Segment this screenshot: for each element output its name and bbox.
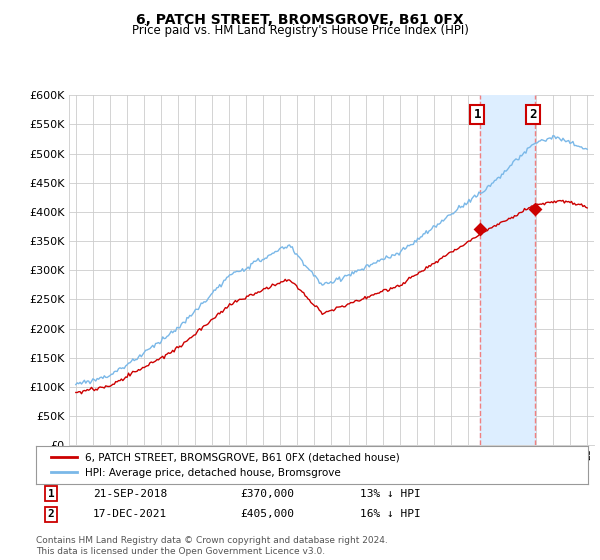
Legend: 6, PATCH STREET, BROMSGROVE, B61 0FX (detached house), HPI: Average price, detac: 6, PATCH STREET, BROMSGROVE, B61 0FX (de… (47, 449, 404, 482)
Text: 2: 2 (529, 108, 536, 121)
Text: 21-SEP-2018: 21-SEP-2018 (93, 489, 167, 499)
Text: 2: 2 (47, 509, 55, 519)
Bar (480, 95, 535, 445)
Point (530, 204, 540, 213)
Text: 1: 1 (473, 108, 481, 121)
Text: £405,000: £405,000 (240, 509, 294, 519)
Text: Contains HM Land Registry data © Crown copyright and database right 2024.
This d: Contains HM Land Registry data © Crown c… (36, 536, 388, 556)
Text: £370,000: £370,000 (240, 489, 294, 499)
Text: 1: 1 (47, 489, 55, 499)
Text: 13% ↓ HPI: 13% ↓ HPI (360, 489, 421, 499)
Text: 17-DEC-2021: 17-DEC-2021 (93, 509, 167, 519)
Point (475, 225, 485, 234)
Text: 16% ↓ HPI: 16% ↓ HPI (360, 509, 421, 519)
Text: Price paid vs. HM Land Registry's House Price Index (HPI): Price paid vs. HM Land Registry's House … (131, 24, 469, 38)
Text: 6, PATCH STREET, BROMSGROVE, B61 0FX: 6, PATCH STREET, BROMSGROVE, B61 0FX (136, 13, 464, 27)
